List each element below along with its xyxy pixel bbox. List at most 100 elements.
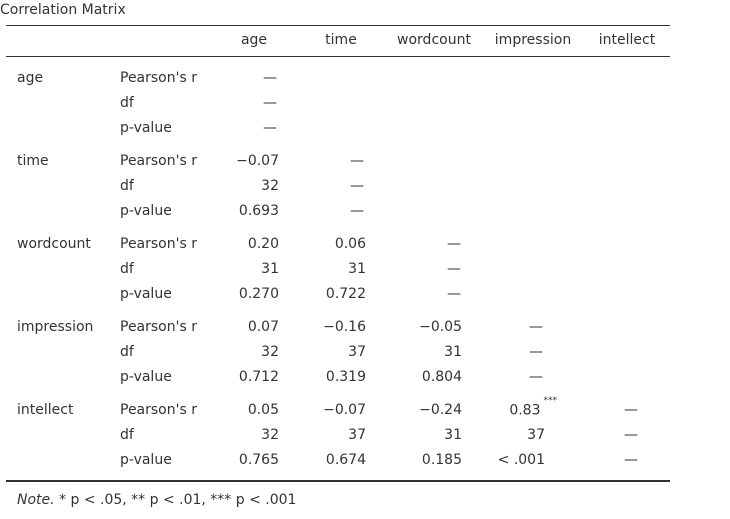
matrix-value-text: 0.693 (238, 203, 279, 219)
matrix-value-text: −0.07 (236, 153, 279, 169)
stat-label: p-value (120, 369, 172, 385)
diagonal-dash: — (447, 286, 461, 302)
diagonal-dash: — (624, 427, 638, 443)
matrix-value: 0.06 (286, 236, 366, 252)
matrix-value: 0.20 (199, 236, 279, 252)
matrix-value: 31 (286, 261, 366, 277)
diagonal-dash: — (263, 70, 277, 86)
matrix-value-text: −0.07 (323, 402, 366, 418)
matrix-value-text: 37 (348, 427, 366, 443)
header-rule (6, 56, 670, 57)
stat-label: Pearson's r (120, 402, 197, 418)
stat-label: df (120, 344, 134, 360)
diagonal-dash: — (263, 95, 277, 111)
stat-label: df (120, 95, 134, 111)
diagonal-dash: — (263, 120, 277, 136)
row-label-time: time (17, 153, 49, 169)
matrix-value-text: 0.319 (325, 369, 366, 385)
row-label-intellect: intellect (17, 402, 74, 418)
matrix-value: 0.83*** (477, 396, 557, 419)
matrix-value-text: 0.722 (325, 286, 366, 302)
matrix-value: 32 (199, 178, 279, 194)
matrix-value-text: −0.24 (419, 402, 462, 418)
matrix-value: 31 (382, 427, 462, 443)
note-label: Note. (17, 492, 55, 508)
matrix-value: 31 (199, 261, 279, 277)
table-title: Correlation Matrix (0, 2, 126, 18)
matrix-value: −0.24 (382, 402, 462, 418)
stat-label: Pearson's r (120, 153, 197, 169)
stat-label: Pearson's r (120, 70, 197, 86)
matrix-value: 0.319 (286, 369, 366, 385)
stat-label: df (120, 427, 134, 443)
matrix-value: 37 (465, 427, 545, 443)
stat-label: df (120, 178, 134, 194)
matrix-value: 31 (382, 344, 462, 360)
matrix-value-text: 32 (261, 427, 279, 443)
matrix-value-text: 0.765 (238, 452, 279, 468)
stat-label: Pearson's r (120, 236, 197, 252)
matrix-value-text: 0.07 (247, 319, 279, 335)
matrix-value: 0.693 (199, 203, 279, 219)
diagonal-dash: — (624, 402, 638, 418)
matrix-value-text: 0.05 (247, 402, 279, 418)
matrix-value: −0.07 (286, 402, 366, 418)
matrix-value-text: −0.05 (419, 319, 462, 335)
matrix-value-text: 37 (348, 344, 366, 360)
matrix-value-text: −0.16 (323, 319, 366, 335)
matrix-value: 0.185 (382, 452, 462, 468)
row-label-age: age (17, 70, 44, 86)
matrix-value-text: < .001 (497, 452, 545, 468)
matrix-value: < .001 (465, 452, 545, 468)
matrix-value-text: 32 (261, 178, 279, 194)
matrix-value-text: 0.20 (247, 236, 279, 252)
col-header-wordcount: wordcount (397, 32, 471, 48)
matrix-value-text: 0.83 (509, 402, 541, 419)
diagonal-dash: — (350, 153, 364, 169)
diagonal-dash: — (350, 203, 364, 219)
matrix-value: 0.712 (199, 369, 279, 385)
col-header-impression: impression (494, 32, 572, 48)
diagonal-dash: — (529, 319, 543, 335)
bottom-rule (6, 480, 670, 482)
matrix-value: −0.07 (199, 153, 279, 169)
significance-stars: *** (543, 396, 558, 406)
diagonal-dash: — (350, 178, 364, 194)
col-header-intellect: intellect (598, 32, 656, 48)
matrix-value-text: 37 (527, 427, 545, 443)
matrix-value-text: 0.270 (238, 286, 279, 302)
stat-label: Pearson's r (120, 319, 197, 335)
diagonal-dash: — (447, 261, 461, 277)
matrix-value-text: 31 (444, 427, 462, 443)
matrix-value: 0.804 (382, 369, 462, 385)
diagonal-dash: — (624, 452, 638, 468)
matrix-value: 0.05 (199, 402, 279, 418)
stat-label: p-value (120, 203, 172, 219)
matrix-value: 32 (199, 344, 279, 360)
row-label-impression: impression (17, 319, 94, 335)
matrix-value: −0.16 (286, 319, 366, 335)
matrix-value-text: 32 (261, 344, 279, 360)
matrix-value-text: 31 (444, 344, 462, 360)
diagonal-dash: — (447, 236, 461, 252)
matrix-value-text: 0.185 (421, 452, 462, 468)
stat-label: p-value (120, 452, 172, 468)
matrix-value: 37 (286, 344, 366, 360)
stat-label: p-value (120, 286, 172, 302)
diagonal-dash: — (529, 369, 543, 385)
note-text: * p < .05, ** p < .01, *** p < .001 (54, 492, 297, 508)
matrix-value: −0.05 (382, 319, 462, 335)
table-note: Note. * p < .05, ** p < .01, *** p < .00… (17, 492, 296, 508)
matrix-value-text: 0.06 (334, 236, 366, 252)
matrix-value-text: 0.674 (325, 452, 366, 468)
matrix-value: 0.07 (199, 319, 279, 335)
col-header-time: time (325, 32, 357, 48)
matrix-value: 0.270 (199, 286, 279, 302)
row-label-wordcount: wordcount (17, 236, 91, 252)
matrix-value-text: 31 (348, 261, 366, 277)
matrix-value-text: 0.804 (421, 369, 462, 385)
matrix-value: 0.765 (199, 452, 279, 468)
matrix-value: 0.674 (286, 452, 366, 468)
matrix-value: 32 (199, 427, 279, 443)
stat-label: p-value (120, 120, 172, 136)
